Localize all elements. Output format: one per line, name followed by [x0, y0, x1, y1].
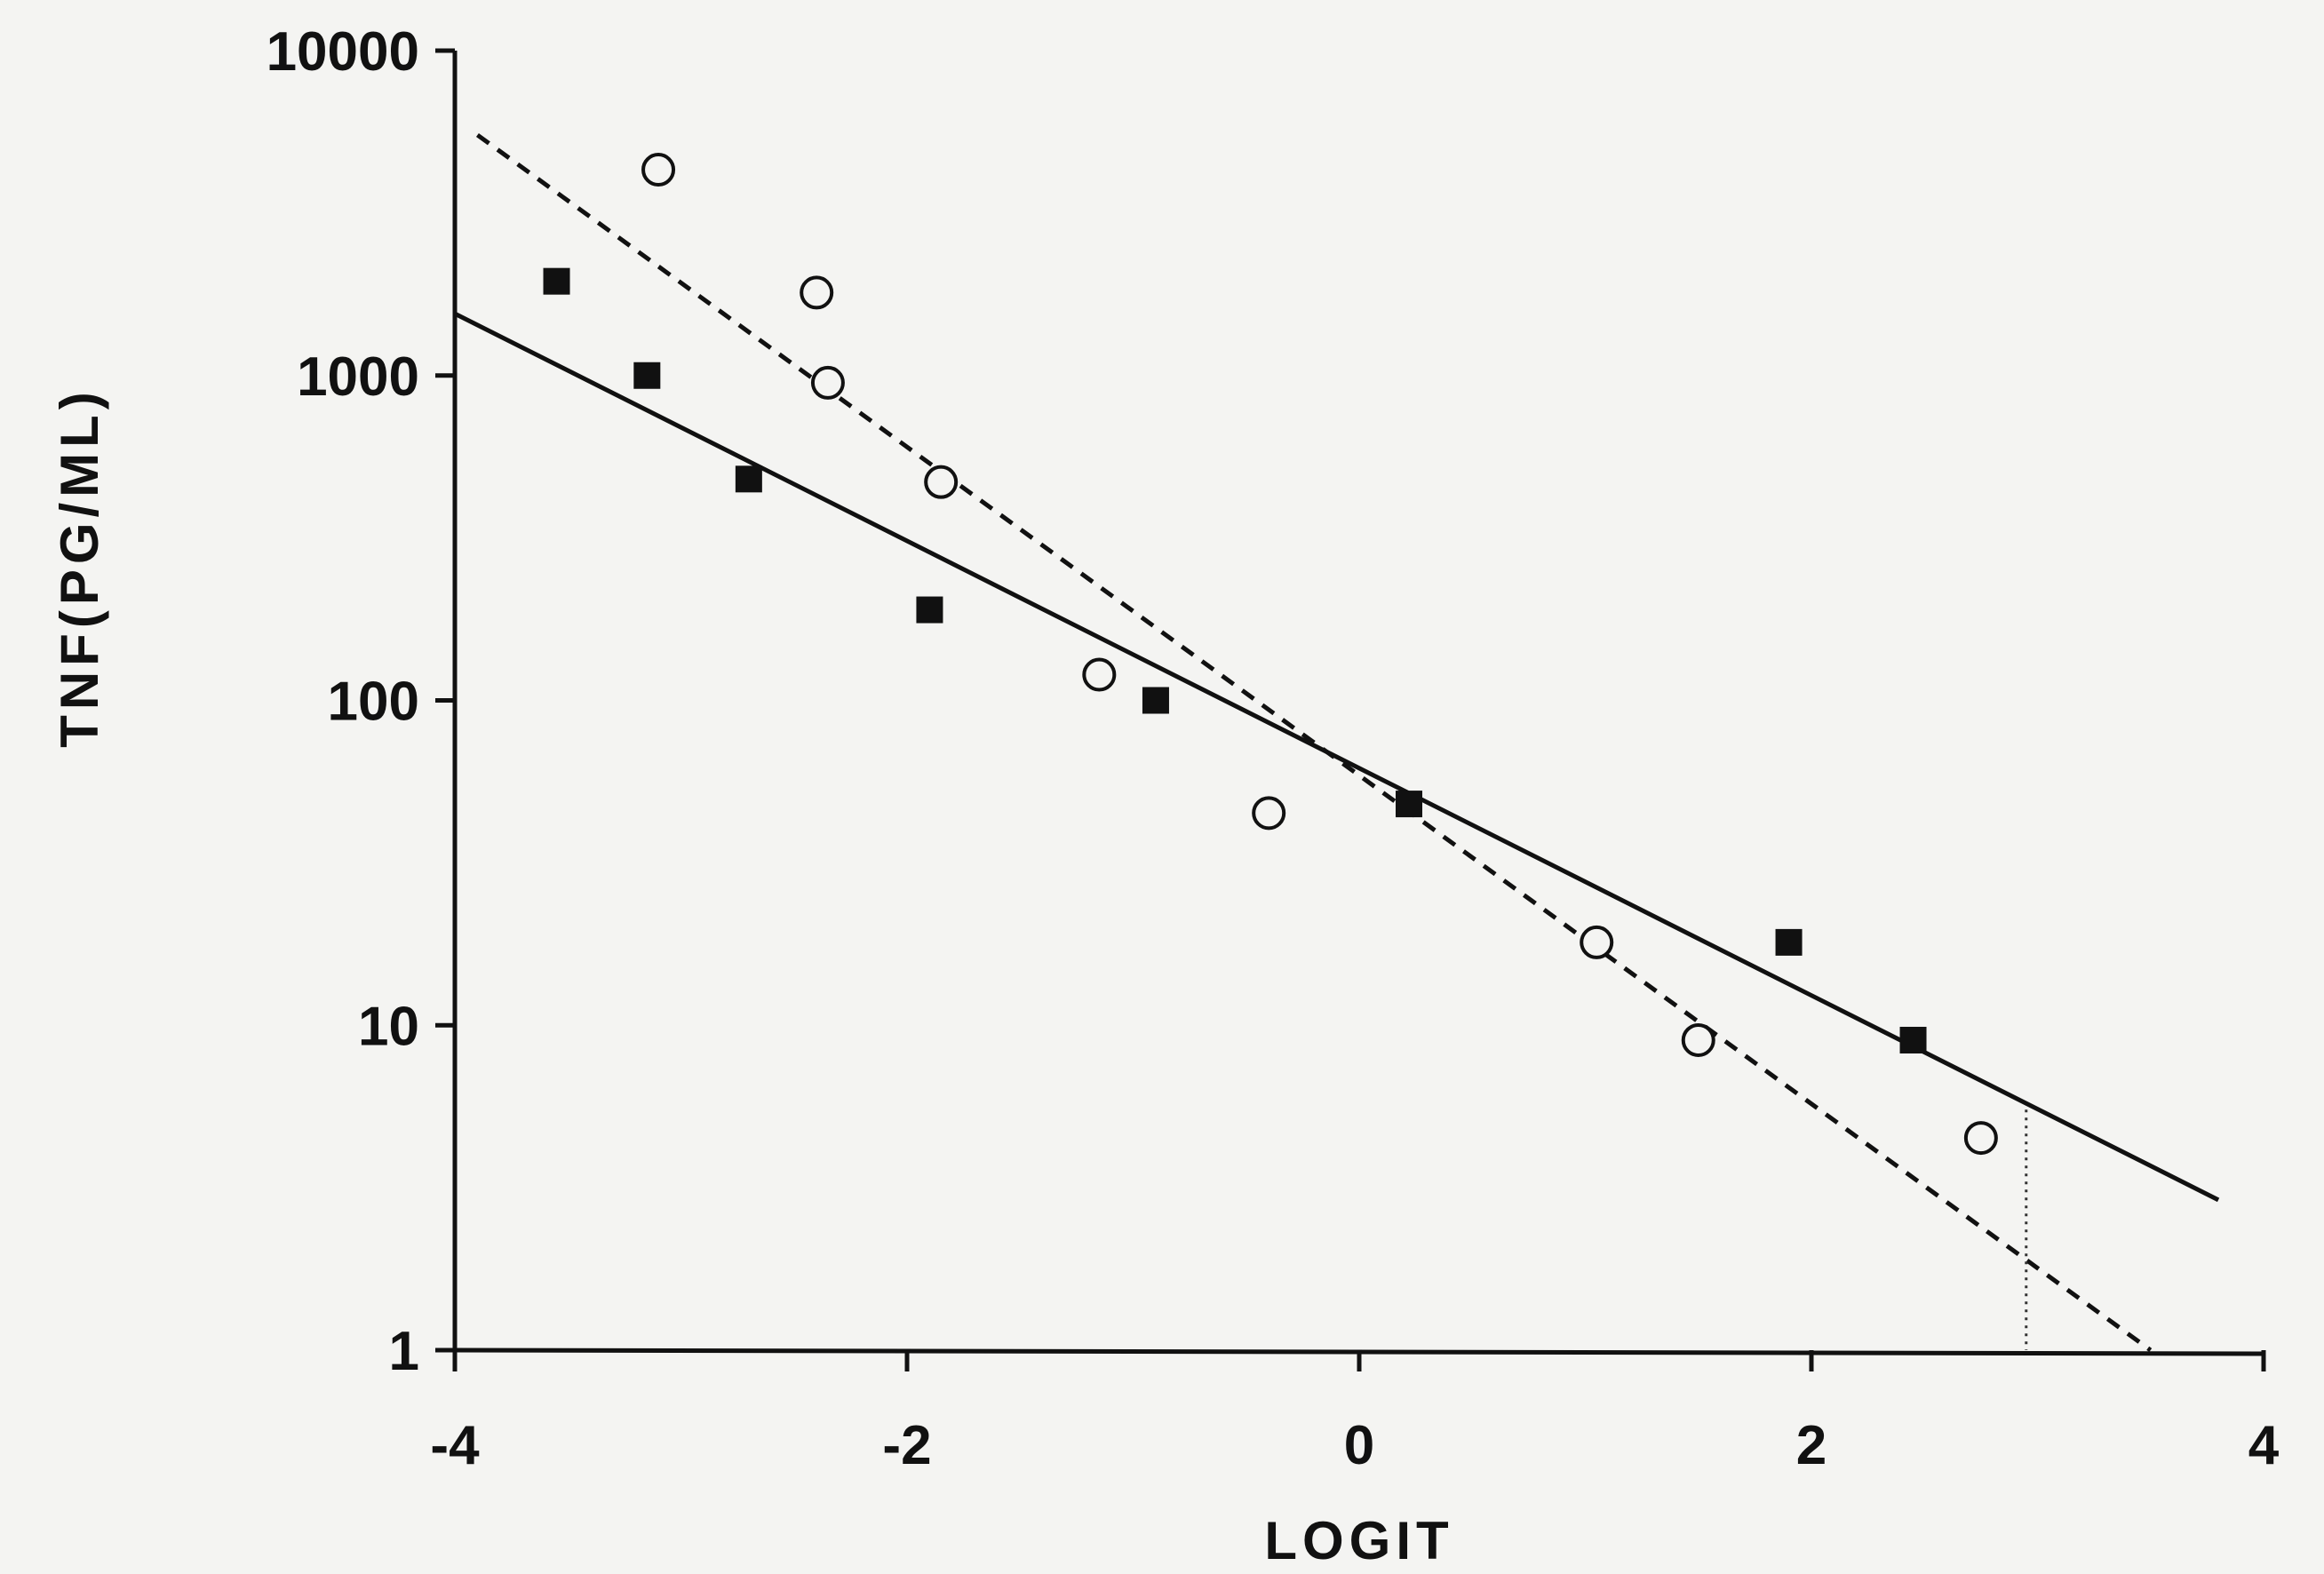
- x-axis-label: LOGIT: [1264, 1511, 1453, 1570]
- filled-square-point: [916, 596, 943, 624]
- solid-fit-line: [453, 311, 2220, 1203]
- x-tick-label: 0: [1344, 1415, 1374, 1476]
- y-tick-label: 10: [358, 996, 419, 1057]
- open-circle-point: [1681, 1022, 1715, 1057]
- filled-square-point: [1775, 928, 1803, 956]
- x-tick-label: -2: [882, 1415, 931, 1476]
- filled-square-point: [543, 267, 570, 295]
- y-tick-label: 1: [389, 1321, 419, 1382]
- dashed-fit-line: [475, 132, 2153, 1353]
- fit-lines: [453, 132, 2220, 1353]
- data-points: [543, 153, 1998, 1156]
- filled-square-point: [1142, 687, 1169, 714]
- y-tick-label: 10000: [267, 21, 419, 83]
- open-circle-point: [1963, 1121, 1998, 1156]
- filled-square-point: [735, 465, 762, 493]
- open-circle-point: [641, 153, 676, 187]
- filled-square-point: [1395, 791, 1422, 818]
- axes: 1 10 100 1000 10000 -4 -2 0 2 4: [267, 21, 2280, 1476]
- open-circle-point: [1252, 796, 1286, 831]
- filled-square-point: [1899, 1026, 1927, 1053]
- open-circle-point: [800, 275, 834, 310]
- y-tick-label: 1000: [297, 346, 419, 408]
- x-tick-label: 2: [1796, 1415, 1827, 1476]
- filled-square-point: [633, 362, 661, 389]
- open-circle-point: [1580, 925, 1614, 959]
- x-tick-label: -4: [430, 1415, 480, 1476]
- y-tick-label: 100: [328, 672, 419, 733]
- y-axis-label: TNF(PG/ML): [50, 386, 109, 748]
- x-tick-label: 4: [2248, 1415, 2280, 1476]
- open-circle-point: [1082, 657, 1117, 692]
- open-circle-point: [810, 365, 845, 400]
- open-circle-point: [924, 465, 959, 499]
